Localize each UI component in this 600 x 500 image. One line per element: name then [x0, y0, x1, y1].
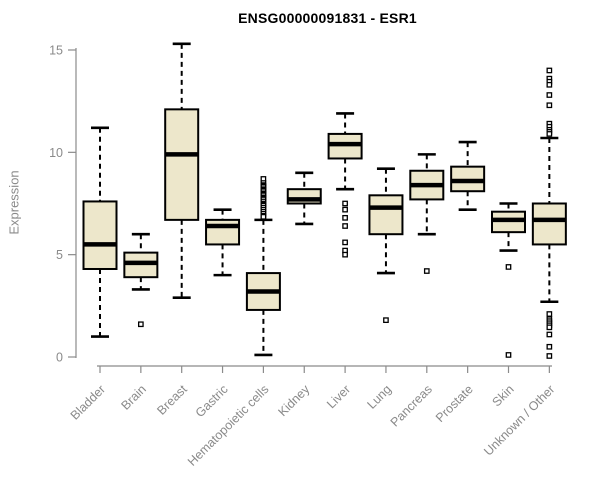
outlier-point: [546, 324, 553, 331]
outlier-point: [546, 67, 553, 74]
outlier-point: [260, 213, 267, 220]
outlier-point: [546, 81, 553, 88]
outlier-point: [342, 200, 348, 207]
outlier-point: [546, 102, 553, 109]
outlier-point: [423, 268, 430, 274]
outlier-point: [546, 331, 553, 338]
outlier-point: [546, 343, 553, 350]
x-tick-label: Hematopoietic cells: [185, 382, 272, 469]
box-group: Breast: [154, 42, 200, 418]
outlier-point: [546, 311, 553, 317]
outlier-point: [505, 264, 512, 270]
y-tick-label: 5: [56, 248, 63, 262]
iqr-box: [205, 218, 241, 246]
x-tick-label: Unknown / Other: [481, 382, 557, 458]
outlier-point: [546, 131, 553, 137]
box-group: Liver: [324, 112, 363, 411]
x-tick-label: Breast: [154, 382, 190, 418]
x-tick-label: Skin: [490, 382, 517, 409]
y-tick-label: 10: [49, 146, 63, 160]
iqr-box: [82, 200, 118, 270]
outlier-point: [546, 92, 553, 98]
box-group: Bladder: [68, 126, 118, 423]
outlier-point: [137, 321, 144, 328]
y-tick-label: 0: [56, 351, 63, 365]
x-tick-label: Bladder: [68, 382, 108, 422]
y-tick-label: 15: [49, 43, 63, 57]
x-tick-label: Liver: [324, 382, 353, 411]
x-tick-label: Prostate: [433, 382, 476, 425]
outlier-point: [383, 317, 389, 324]
outlier-point: [505, 352, 512, 358]
box-group: Brain: [118, 232, 159, 413]
chart-title: ENSG00000091831 - ESR1: [238, 10, 417, 26]
x-tick-label: Brain: [118, 382, 149, 413]
outlier-point: [546, 353, 553, 359]
box-group: Kidney: [275, 171, 322, 419]
box-group: Skin: [490, 202, 526, 409]
outlier-point: [342, 214, 348, 221]
outlier-point: [342, 251, 348, 258]
x-tick-label: Gastric: [193, 382, 231, 420]
x-tick-label: Lung: [365, 382, 395, 412]
outlier-point: [342, 239, 348, 246]
box-group: Lung: [365, 167, 404, 412]
outlier-point: [342, 223, 348, 229]
box-group: Gastric: [193, 208, 241, 420]
iqr-box: [531, 202, 567, 246]
iqr-box: [164, 108, 200, 221]
outlier-point: [342, 206, 348, 213]
x-tick-label: Pancreas: [388, 382, 435, 429]
x-tick-label: Kidney: [275, 382, 312, 419]
iqr-box: [368, 194, 404, 236]
